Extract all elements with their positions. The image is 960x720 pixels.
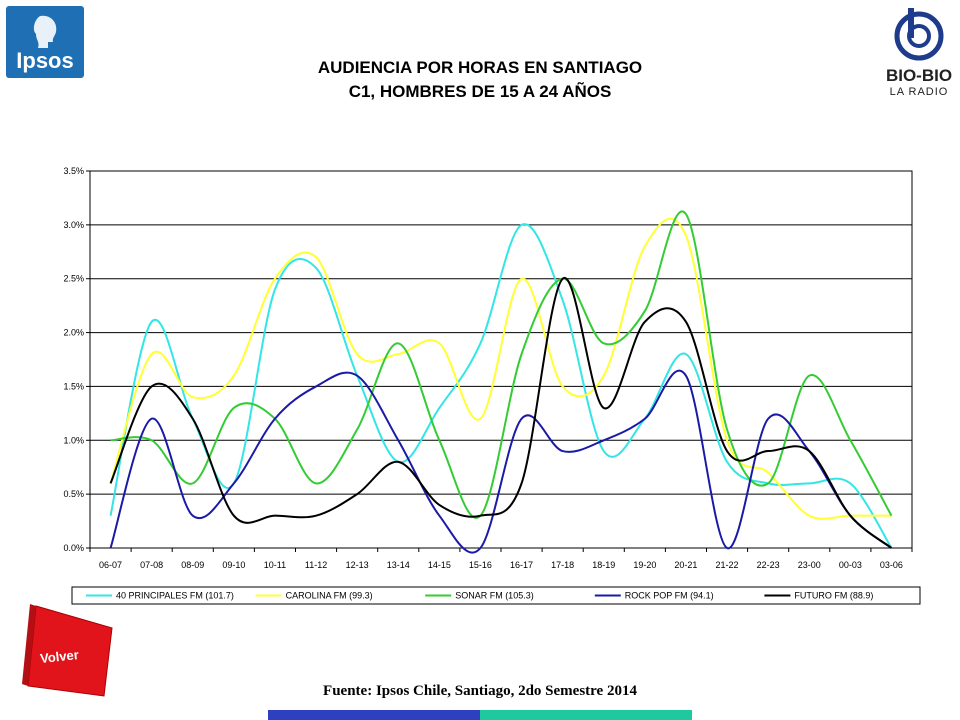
- chart-legend: 40 PRINCIPALES FM (101.7) CAROLINA FM (99…: [71, 586, 921, 605]
- y-tick-label: 1.0%: [63, 435, 84, 445]
- legend-label: CAROLINA FM (99.3): [286, 591, 373, 601]
- x-tick-label: 13-14: [387, 560, 410, 570]
- x-axis-ticks: 06-07 07-08 08-09 09-10 10-11 11-12 12-13 13-14…: [89, 548, 913, 570]
- x-tick-label: 18-19: [592, 560, 615, 570]
- volver-button-shape[interactable]: [22, 600, 118, 700]
- x-tick-label: 19-20: [633, 560, 656, 570]
- x-tick-label: 03-06: [880, 560, 903, 570]
- y-tick-label: 2.5%: [63, 274, 84, 284]
- footer-bar-right: [480, 710, 692, 720]
- plot-area-frame: [89, 170, 913, 549]
- series-line-4: [109, 277, 893, 549]
- y-tick-label: 2.0%: [63, 328, 84, 338]
- x-tick-label: 12-13: [346, 560, 369, 570]
- legend-label: FUTURO FM (88.9): [794, 591, 873, 601]
- x-tick-label: 11-12: [305, 560, 327, 570]
- series-line-2: [110, 210, 893, 519]
- biobio-logo-subtext: LA RADIO: [889, 86, 949, 98]
- x-tick-label: 08-09: [181, 560, 204, 570]
- y-tick-label: 0.5%: [63, 489, 84, 499]
- x-tick-label: 07-08: [140, 560, 163, 570]
- y-axis-ticks: 0.0% 0.5% 1.0% 1.5% 2.0% 2.5% 3.0% 3.5%: [63, 166, 90, 553]
- y-tick-label: 1.5%: [63, 381, 84, 391]
- x-tick-label: 16-17: [510, 560, 533, 570]
- audience-line-chart: 0.0% 0.5% 1.0% 1.5% 2.0% 2.5% 3.0% 3.5% 06-07 07…: [63, 166, 921, 605]
- legend-label: ROCK POP FM (94.1): [625, 591, 714, 601]
- ipsos-head-icon: [33, 15, 57, 48]
- x-tick-label: 20-21: [674, 560, 697, 570]
- x-tick-label: 06-07: [99, 560, 122, 570]
- ipsos-logo-text: Ipsos: [16, 48, 74, 73]
- x-tick-label: 14-15: [428, 560, 451, 570]
- x-tick-label: 09-10: [222, 560, 245, 570]
- legend-label: 40 PRINCIPALES FM (101.7): [116, 591, 234, 601]
- x-tick-label: 23-00: [798, 560, 821, 570]
- biobio-logo: BIO-BIO LA RADIO: [882, 6, 956, 102]
- page-subtitle: C1, HOMBRES DE 15 A 24 AÑOS: [348, 82, 612, 101]
- y-tick-label: 3.5%: [63, 166, 84, 176]
- x-tick-label: 10-11: [264, 560, 286, 570]
- x-tick-label: 15-16: [469, 560, 492, 570]
- ipsos-logo: Ipsos: [6, 6, 84, 78]
- source-footer: Fuente: Ipsos Chile, Santiago, 2do Semes…: [323, 683, 637, 699]
- biobio-logo-text: BIO-BIO: [885, 66, 953, 85]
- chart-grid: [90, 170, 912, 549]
- x-tick-label: 21-22: [716, 560, 739, 570]
- legend-box: [71, 586, 921, 605]
- series-line-3: [109, 369, 893, 554]
- x-tick-label: 22-23: [757, 560, 780, 570]
- page-title: AUDIENCIA POR HORAS EN SANTIAGO: [317, 58, 643, 77]
- chart-series: [109, 210, 893, 554]
- series-line-0: [109, 223, 893, 549]
- y-tick-label: 3.0%: [63, 220, 84, 230]
- footer-bar-left: [268, 710, 480, 720]
- x-tick-label: 00-03: [839, 560, 862, 570]
- legend-label: SONAR FM (105.3): [455, 591, 534, 601]
- y-tick-label: 0.0%: [63, 543, 84, 553]
- x-tick-label: 17-18: [551, 560, 574, 570]
- biobio-symbol-icon: [894, 8, 944, 61]
